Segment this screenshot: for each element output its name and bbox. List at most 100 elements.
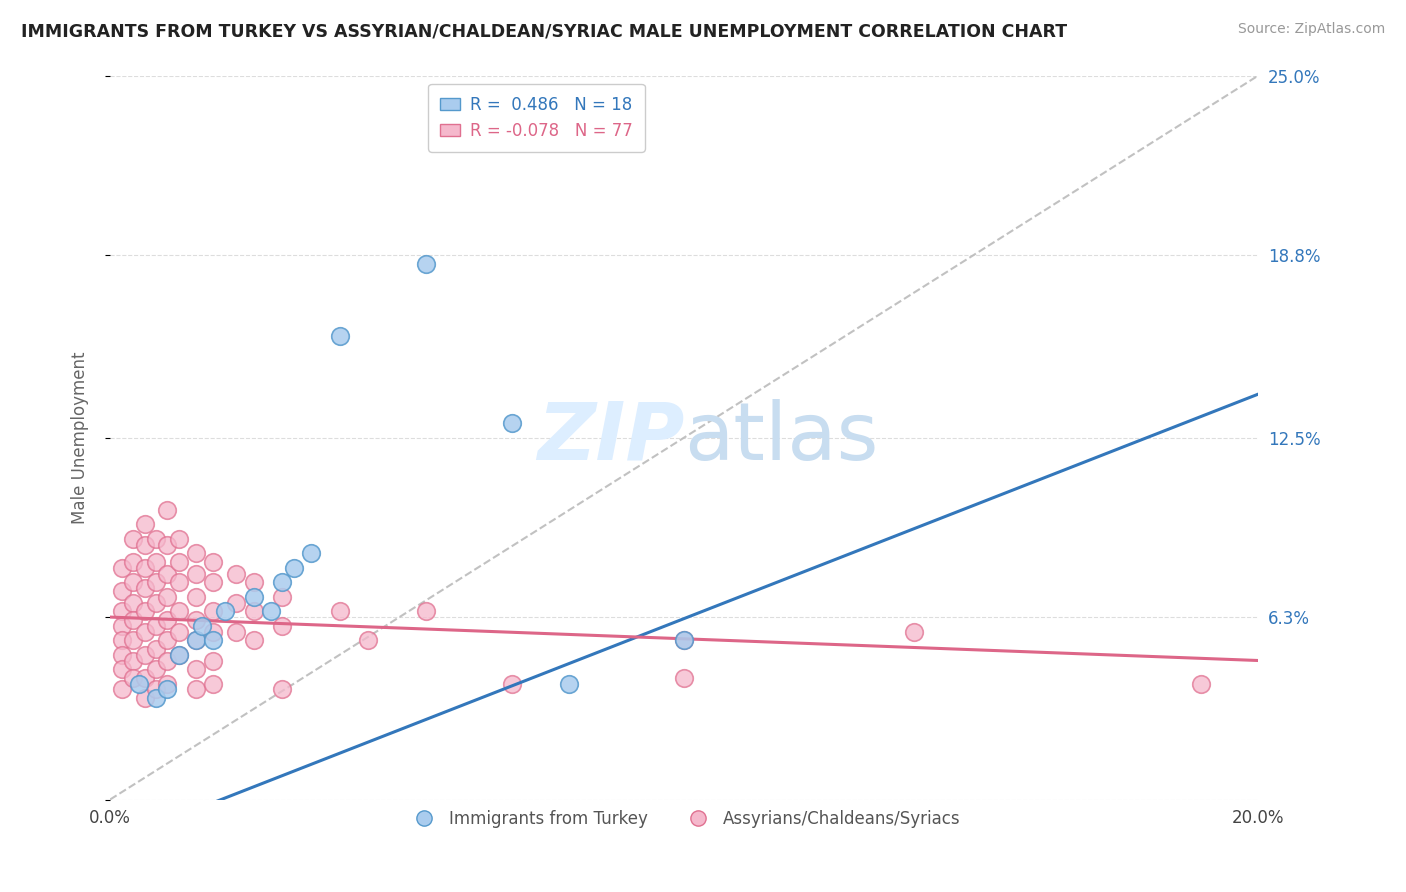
Point	[673, 633, 696, 648]
Point	[128, 676, 150, 690]
Point	[134, 538, 156, 552]
Point	[415, 257, 437, 271]
Point	[122, 555, 145, 569]
Text: ZIP: ZIP	[537, 399, 685, 476]
Point	[122, 613, 145, 627]
Text: IMMIGRANTS FROM TURKEY VS ASSYRIAN/CHALDEAN/SYRIAC MALE UNEMPLOYMENT CORRELATION: IMMIGRANTS FROM TURKEY VS ASSYRIAN/CHALD…	[21, 22, 1067, 40]
Point	[357, 633, 380, 648]
Point	[156, 566, 179, 581]
Point	[156, 682, 179, 697]
Point	[110, 633, 132, 648]
Point	[156, 676, 179, 690]
Point	[122, 596, 145, 610]
Point	[186, 662, 208, 676]
Point	[167, 648, 190, 662]
Point	[415, 604, 437, 618]
Point	[134, 671, 156, 685]
Point	[225, 624, 247, 639]
Point	[145, 619, 167, 633]
Point	[110, 619, 132, 633]
Point	[225, 566, 247, 581]
Point	[903, 624, 925, 639]
Point	[156, 590, 179, 604]
Text: atlas: atlas	[685, 399, 879, 476]
Y-axis label: Male Unemployment: Male Unemployment	[72, 351, 89, 524]
Point	[673, 633, 696, 648]
Point	[242, 590, 264, 604]
Point	[673, 671, 696, 685]
Point	[271, 619, 294, 633]
Point	[145, 682, 167, 697]
Point	[283, 561, 305, 575]
Point	[122, 653, 145, 667]
Point	[110, 604, 132, 618]
Point	[145, 555, 167, 569]
Point	[271, 590, 294, 604]
Point	[145, 532, 167, 546]
Point	[134, 604, 156, 618]
Point	[186, 682, 208, 697]
Point	[186, 613, 208, 627]
Point	[134, 648, 156, 662]
Point	[156, 653, 179, 667]
Point	[202, 555, 225, 569]
Point	[110, 648, 132, 662]
Point	[271, 575, 294, 590]
Point	[202, 653, 225, 667]
Legend: Immigrants from Turkey, Assyrians/Chaldeans/Syriacs: Immigrants from Turkey, Assyrians/Chalde…	[401, 804, 967, 835]
Point	[1189, 676, 1212, 690]
Point	[145, 642, 167, 657]
Point	[558, 676, 581, 690]
Point	[329, 329, 352, 343]
Point	[271, 682, 294, 697]
Point	[202, 633, 225, 648]
Point	[110, 682, 132, 697]
Text: Source: ZipAtlas.com: Source: ZipAtlas.com	[1237, 22, 1385, 37]
Point	[145, 691, 167, 706]
Point	[186, 546, 208, 560]
Point	[202, 604, 225, 618]
Point	[156, 503, 179, 517]
Point	[122, 671, 145, 685]
Point	[260, 604, 283, 618]
Point	[186, 633, 208, 648]
Point	[122, 532, 145, 546]
Point	[191, 619, 214, 633]
Point	[186, 633, 208, 648]
Point	[214, 604, 236, 618]
Point	[202, 624, 225, 639]
Point	[242, 575, 264, 590]
Point	[242, 633, 264, 648]
Point	[122, 575, 145, 590]
Point	[167, 555, 190, 569]
Point	[299, 546, 322, 560]
Point	[501, 416, 523, 430]
Point	[186, 590, 208, 604]
Point	[156, 613, 179, 627]
Point	[202, 575, 225, 590]
Point	[145, 575, 167, 590]
Point	[167, 575, 190, 590]
Point	[134, 691, 156, 706]
Point	[167, 624, 190, 639]
Point	[134, 517, 156, 532]
Point	[156, 633, 179, 648]
Point	[225, 596, 247, 610]
Point	[202, 676, 225, 690]
Point	[134, 624, 156, 639]
Point	[110, 584, 132, 599]
Point	[167, 604, 190, 618]
Point	[110, 561, 132, 575]
Point	[501, 676, 523, 690]
Point	[167, 648, 190, 662]
Point	[122, 633, 145, 648]
Point	[186, 566, 208, 581]
Point	[329, 604, 352, 618]
Point	[145, 662, 167, 676]
Point	[145, 596, 167, 610]
Point	[134, 581, 156, 595]
Point	[242, 604, 264, 618]
Point	[110, 662, 132, 676]
Point	[167, 532, 190, 546]
Point	[134, 561, 156, 575]
